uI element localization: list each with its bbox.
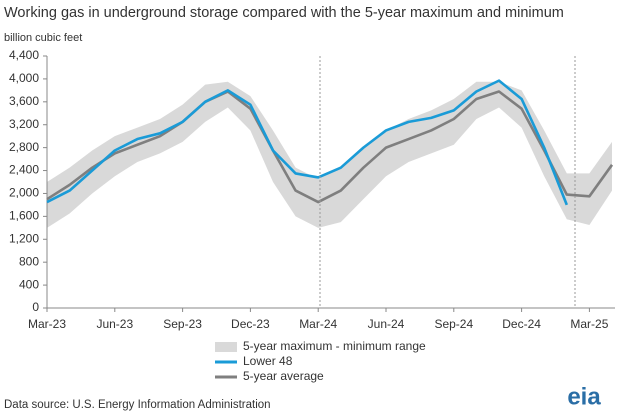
y-tick-label: 2,400 <box>9 163 39 177</box>
y-tick-label: 4,000 <box>9 71 39 85</box>
y-tick-label: 400 <box>19 277 39 291</box>
logo: eia <box>567 383 601 410</box>
y-tick-label: 3,200 <box>9 117 39 131</box>
legend-swatch <box>215 342 237 352</box>
y-tick-label: 3,600 <box>9 94 39 108</box>
y-tick-label: 0 <box>32 300 39 314</box>
y-tick-label: 800 <box>19 254 39 268</box>
y-tick-label: 2,800 <box>9 140 39 154</box>
y-tick-label: 1,600 <box>9 209 39 223</box>
x-tick-label: Mar-23 <box>28 317 66 331</box>
x-tick-label: Dec-24 <box>502 317 541 331</box>
legend-label: 5-year average <box>243 369 324 383</box>
x-tick-label: Sep-24 <box>434 317 473 331</box>
y-tick-label: 4,400 <box>9 48 39 62</box>
series-line <box>46 90 614 204</box>
chart-title: Working gas in underground storage compa… <box>4 5 564 21</box>
y-tick-label: 1,200 <box>9 231 39 245</box>
legend-label: Lower 48 <box>243 354 293 368</box>
legend-label: 5-year maximum - minimum range <box>243 339 426 353</box>
x-tick-label: Mar-24 <box>299 317 337 331</box>
series-line <box>46 79 569 206</box>
x-tick-label: Jun-24 <box>368 317 405 331</box>
y-tick-label: 2,000 <box>9 186 39 200</box>
x-tick-label: Sep-23 <box>163 317 202 331</box>
source: Data source: U.S. Energy Information Adm… <box>4 399 271 411</box>
x-tick-label: Mar-25 <box>570 317 608 331</box>
y-axis-label: billion cubic feet <box>4 32 82 44</box>
x-tick-label: Dec-23 <box>231 317 270 331</box>
range-band <box>47 81 612 228</box>
x-tick-label: Jun-23 <box>96 317 133 331</box>
